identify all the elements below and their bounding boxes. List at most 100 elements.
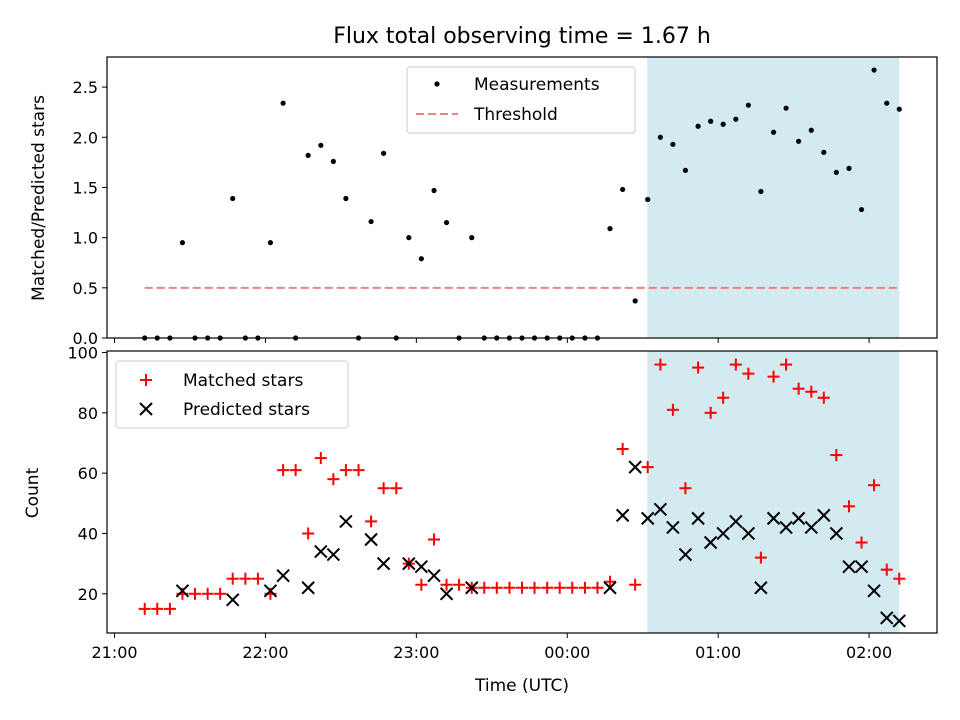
predicted-star-point — [628, 460, 642, 474]
matched-star-point — [490, 581, 503, 594]
predicted-star-point — [603, 581, 617, 595]
measurement-point — [179, 240, 186, 246]
bottom-x-axis: 21:00 22:00 23:00 00:00 01:00 02:00 — [91, 633, 892, 662]
matched-star-point — [893, 572, 906, 585]
matched-star-point — [792, 382, 805, 395]
predicted-star-point — [892, 614, 906, 628]
predicted-star-point — [402, 556, 416, 571]
measurement-point — [758, 188, 764, 195]
matched-star-point — [138, 602, 151, 615]
measurement-point — [708, 118, 714, 124]
matched-star-point — [843, 500, 856, 513]
legend-measurements-marker — [434, 81, 440, 87]
matched-star-point — [239, 572, 252, 585]
predicted-star-point — [615, 508, 630, 523]
measurement-point — [469, 235, 475, 241]
top-plot-frame — [106, 56, 938, 339]
measurement-point — [620, 186, 626, 193]
matched-star-point — [377, 482, 390, 495]
measurement-point — [657, 134, 663, 140]
predicted-star-point — [376, 556, 391, 571]
legend-predicted-marker — [139, 402, 153, 416]
predicted-star-point — [226, 593, 240, 607]
predicted-star-point — [691, 511, 705, 526]
bottom-plot-frame — [106, 350, 938, 634]
measurement-point — [720, 121, 726, 127]
matched-star-point — [289, 464, 302, 477]
bottom-x-tick-label: 00:00 — [544, 643, 590, 662]
matched-star-point — [641, 461, 654, 474]
predicted-star-point — [804, 520, 818, 535]
bottom-y-tick-label: 20 — [78, 585, 98, 604]
matched-star-point — [151, 602, 164, 615]
matched-star-point — [629, 578, 642, 591]
matched-star-point — [365, 515, 378, 528]
predicted-star-point — [880, 611, 894, 625]
measurement-point — [846, 165, 852, 171]
predicted-star-point — [653, 502, 668, 517]
bottom-shaded-region — [647, 351, 900, 633]
predicted-star-point — [641, 511, 655, 526]
matched-star-point — [566, 581, 579, 594]
measurement-point — [682, 167, 689, 174]
measurement-point — [343, 195, 349, 202]
bottom-y-tick-label: 80 — [78, 404, 98, 423]
matched-star-point — [767, 370, 780, 383]
bottom-x-tick-label: 23:00 — [393, 643, 439, 662]
predicted-star-point — [842, 559, 856, 574]
top-y-tick-label: 2.0 — [73, 128, 98, 147]
measurement-point — [645, 196, 651, 203]
matched-star-point — [855, 536, 868, 549]
predicted-star-point — [779, 520, 793, 535]
bottom-legend: Matched stars Predicted stars — [115, 360, 349, 429]
top-y-tick-label: 0.5 — [73, 279, 98, 298]
matched-star-point — [666, 403, 679, 416]
matched-star-point — [188, 587, 201, 600]
top-y-axis-label: Matched/Predicted stars — [29, 95, 49, 301]
matched-star-point — [163, 602, 176, 615]
measurement-point — [318, 142, 324, 148]
matched-star-point — [516, 581, 528, 594]
matched-star-point — [201, 587, 214, 600]
bottom-y-tick-label: 60 — [78, 464, 98, 483]
matched-star-point — [704, 406, 717, 419]
matched-star-point — [679, 482, 692, 495]
top-y-tick-label: 1.0 — [73, 229, 98, 248]
matched-star-point — [339, 464, 352, 477]
bottom-x-axis-label: Time (UTC) — [474, 676, 569, 696]
matched-star-point — [591, 581, 604, 594]
matched-star-point — [754, 551, 767, 564]
predicted-star-point — [175, 584, 190, 598]
bottom-x-tick-label: 22:00 — [242, 643, 288, 662]
top-y-tick-label: 1.5 — [73, 178, 98, 197]
top-x-ticks — [114, 338, 870, 343]
matched-star-point — [729, 358, 742, 371]
measurement-point — [280, 100, 286, 106]
predicted-star-point — [314, 544, 328, 559]
matched-star-point — [830, 449, 843, 462]
measurement-point — [833, 169, 839, 176]
measurement-point — [607, 226, 613, 232]
measurement-point — [330, 158, 336, 164]
bottom-legend-box — [115, 360, 349, 429]
measurement-point — [770, 129, 777, 135]
measurement-point — [443, 219, 450, 226]
predicted-star-point — [854, 559, 869, 574]
bottom-plot: 20 40 60 80 100 21:00 22:00 23:00 00:00 01:00 02:… — [23, 344, 938, 696]
matched-star-point — [251, 572, 264, 585]
predicted-star-point — [729, 514, 743, 529]
measurement-point — [230, 195, 236, 202]
bottom-marks — [138, 358, 906, 628]
matched-star-point — [415, 578, 428, 591]
measurement-point — [632, 298, 638, 304]
matched-star-point — [314, 452, 327, 465]
measurement-point — [796, 138, 802, 144]
measurement-point — [670, 141, 676, 147]
matched-star-point — [327, 473, 340, 486]
top-legend: Measurements Threshold — [406, 66, 636, 134]
matched-star-point — [603, 575, 616, 588]
top-y-tick-label: 0.0 — [73, 329, 98, 348]
predicted-star-point — [829, 526, 844, 541]
legend-measurements-label: Measurements — [474, 75, 600, 95]
